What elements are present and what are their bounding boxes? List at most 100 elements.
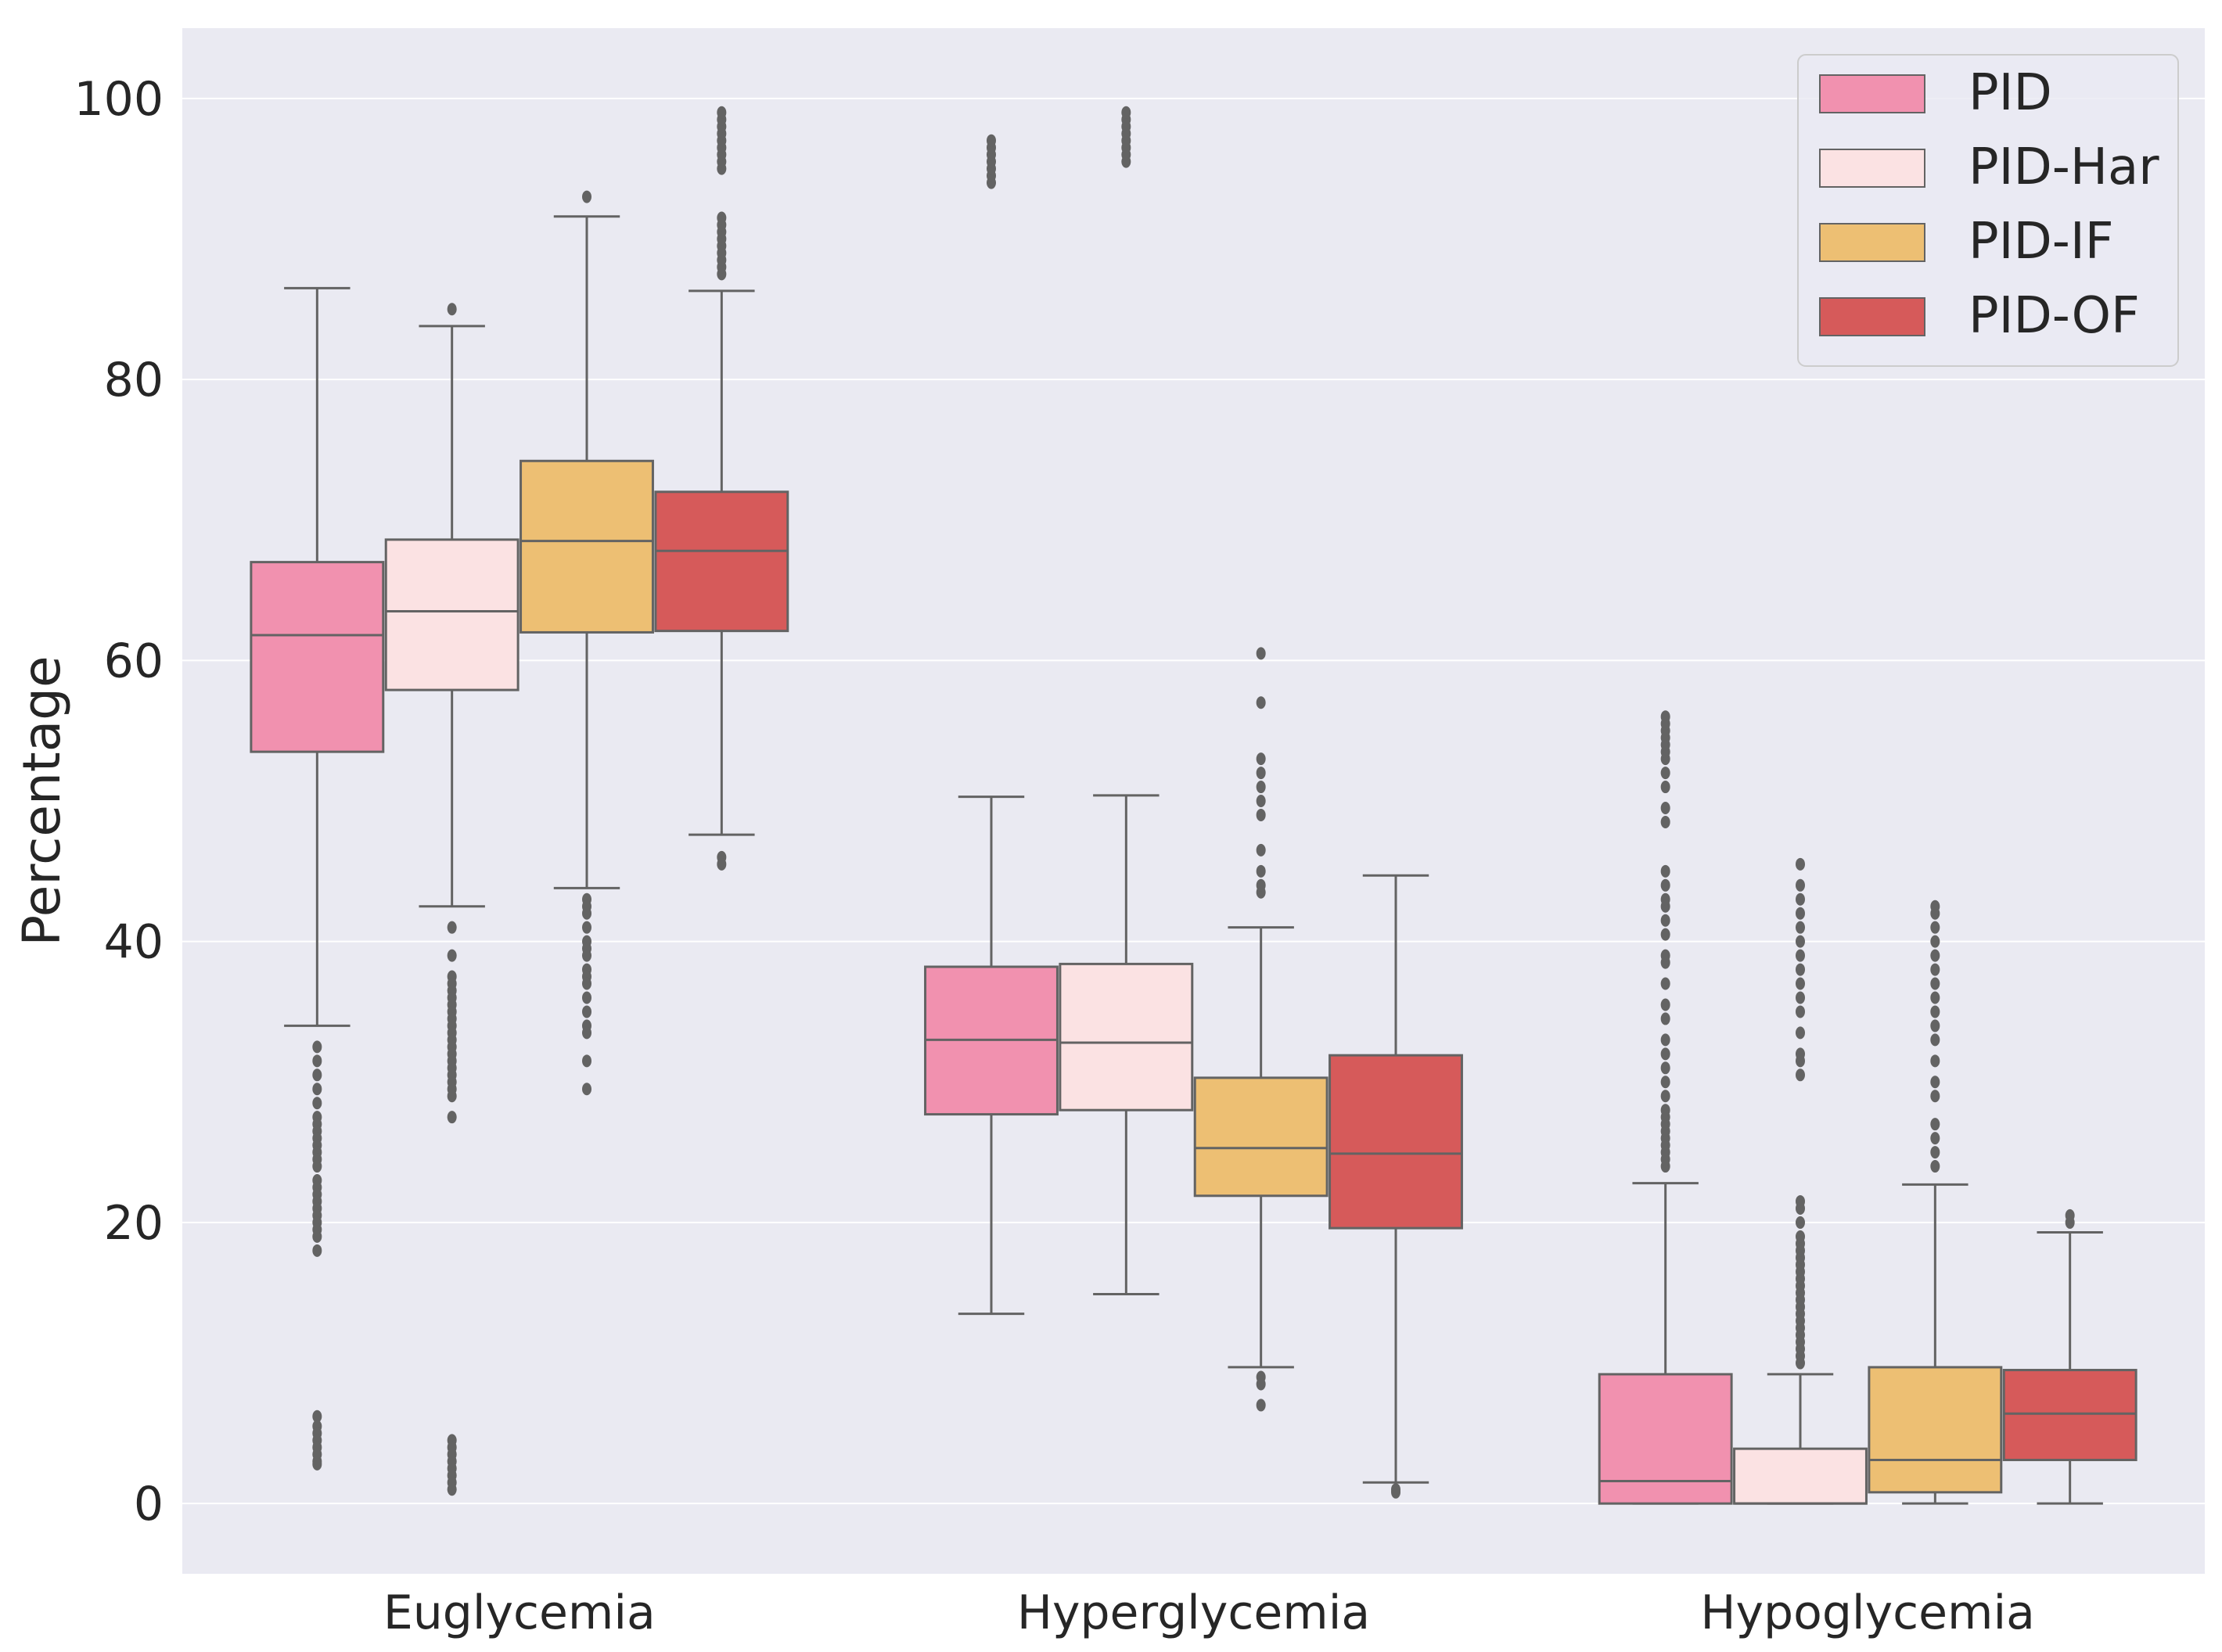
outlier-point bbox=[1796, 857, 1805, 871]
outlier-point bbox=[312, 1068, 322, 1082]
box-pid-hyperglycemia bbox=[924, 134, 1059, 1316]
box-body bbox=[1733, 1447, 1868, 1505]
box-body bbox=[1193, 1076, 1329, 1198]
outlier-point bbox=[312, 1457, 322, 1471]
legend-label: PID-Har bbox=[1969, 138, 2159, 196]
outlier-point bbox=[2065, 1208, 2075, 1222]
outlier-point bbox=[312, 1230, 322, 1243]
box-pid-har-euglycemia bbox=[384, 303, 520, 1496]
outlier-point bbox=[1796, 878, 1805, 892]
box-body bbox=[2002, 1369, 2138, 1461]
outlier-point bbox=[582, 977, 591, 990]
legend-label: PID bbox=[1969, 64, 2052, 122]
outlier-point bbox=[1930, 1146, 1940, 1159]
outlier-point bbox=[1796, 1216, 1805, 1229]
box-pid-euglycemia bbox=[250, 286, 385, 1471]
outlier-point bbox=[312, 1040, 322, 1054]
outlier-point bbox=[1256, 696, 1266, 709]
outlier-point bbox=[447, 303, 457, 316]
box-body bbox=[520, 459, 654, 634]
outlier-point bbox=[1930, 900, 1940, 913]
outlier-point bbox=[1930, 991, 1940, 1004]
outlier-point bbox=[312, 1083, 322, 1096]
outlier-point bbox=[1660, 864, 1670, 878]
outlier-point bbox=[582, 949, 591, 962]
outlier-point bbox=[1660, 1076, 1670, 1089]
outlier-point bbox=[1796, 977, 1805, 990]
outlier-point bbox=[1660, 1012, 1670, 1025]
outlier-point bbox=[1391, 1483, 1400, 1496]
outlier-point bbox=[1660, 998, 1670, 1011]
outlier-point bbox=[312, 1097, 322, 1110]
outlier-point bbox=[312, 1244, 322, 1257]
outlier-point bbox=[1660, 1104, 1670, 1117]
outlier-point bbox=[1930, 977, 1940, 990]
outlier-point bbox=[1121, 106, 1131, 119]
outlier-point bbox=[1930, 963, 1940, 976]
outlier-point bbox=[1256, 878, 1266, 892]
box-pid-if-hypoglycemia bbox=[1868, 900, 2003, 1505]
outlier-point bbox=[1930, 1054, 1940, 1068]
box-body bbox=[1329, 1054, 1463, 1230]
x-tick-labels: Euglycemia Hyperglycemia Hypoglycemia bbox=[383, 1586, 2035, 1640]
outlier-point bbox=[1796, 892, 1805, 906]
outlier-point bbox=[1930, 1160, 1940, 1173]
y-tick-label: 40 bbox=[104, 915, 164, 970]
outlier-point bbox=[1796, 1026, 1805, 1040]
outlier-point bbox=[312, 1054, 322, 1068]
legend-swatch bbox=[1819, 223, 1925, 262]
outlier-point bbox=[1660, 1090, 1670, 1103]
outlier-point bbox=[1930, 949, 1940, 962]
y-tick-label: 100 bbox=[74, 72, 164, 127]
outlier-point bbox=[717, 106, 727, 119]
outlier-point bbox=[1796, 1068, 1805, 1082]
y-axis-label: Percentage bbox=[12, 655, 72, 946]
outlier-point bbox=[1660, 914, 1670, 927]
outlier-point bbox=[582, 921, 591, 934]
box-body bbox=[1598, 1373, 1733, 1505]
y-tick-label: 80 bbox=[104, 353, 164, 408]
outlier-point bbox=[1796, 991, 1805, 1004]
outlier-point bbox=[447, 921, 457, 934]
outlier-point bbox=[1660, 892, 1670, 906]
box-pid-hypoglycemia bbox=[1598, 710, 1733, 1505]
legend-label: PID-IF bbox=[1969, 213, 2114, 271]
outlier-point bbox=[1660, 781, 1670, 794]
outlier-point bbox=[1930, 935, 1940, 948]
outlier-point bbox=[582, 1083, 591, 1096]
y-tick-label: 60 bbox=[104, 634, 164, 688]
outlier-point bbox=[447, 949, 457, 962]
outlier-point bbox=[1930, 1132, 1940, 1145]
box-pid-of-hyperglycemia bbox=[1329, 874, 1463, 1499]
box-body bbox=[250, 561, 385, 753]
outlier-point bbox=[1796, 921, 1805, 934]
x-tick-label: Euglycemia bbox=[383, 1586, 656, 1640]
outlier-point bbox=[1660, 878, 1670, 892]
legend-swatch bbox=[1819, 149, 1925, 188]
outlier-point bbox=[1930, 1005, 1940, 1018]
x-tick-label: Hypoglycemia bbox=[1700, 1586, 2034, 1640]
outlier-point bbox=[1256, 843, 1266, 857]
legend-swatch bbox=[1819, 74, 1925, 113]
outlier-point bbox=[1796, 949, 1805, 962]
y-tick-label: 20 bbox=[104, 1196, 164, 1251]
outlier-point bbox=[1796, 935, 1805, 948]
outlier-point bbox=[1660, 710, 1670, 724]
outlier-point bbox=[1660, 767, 1670, 780]
box-body bbox=[654, 490, 789, 633]
outlier-point bbox=[1796, 907, 1805, 920]
outlier-point bbox=[1796, 1230, 1805, 1243]
outlier-point bbox=[1256, 1377, 1266, 1391]
outlier-point bbox=[447, 1483, 457, 1496]
box-body bbox=[1868, 1366, 2003, 1494]
outlier-point bbox=[582, 991, 591, 1004]
outlier-point bbox=[1796, 963, 1805, 976]
box-pid-of-hypoglycemia bbox=[2002, 1208, 2138, 1505]
box-body bbox=[384, 538, 520, 691]
outlier-point bbox=[1930, 1090, 1940, 1103]
boxes-layer bbox=[250, 106, 2138, 1505]
outlier-point bbox=[1930, 1019, 1940, 1032]
outlier-point bbox=[447, 1111, 457, 1124]
outlier-point bbox=[1660, 949, 1670, 962]
